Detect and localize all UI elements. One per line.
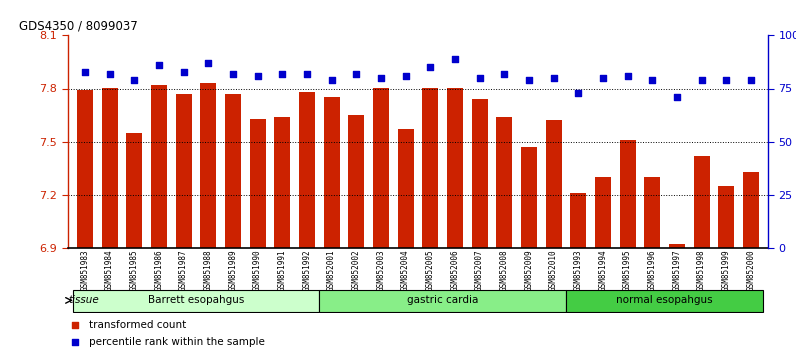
Point: [350, 71, 363, 76]
Point: [79, 69, 92, 74]
Bar: [102, 88, 118, 248]
Point: [572, 90, 584, 96]
Bar: [521, 147, 537, 248]
Bar: [298, 92, 315, 248]
Bar: [151, 85, 167, 248]
Text: normal esopahgus: normal esopahgus: [616, 295, 713, 306]
Bar: [72, 290, 319, 312]
Bar: [127, 133, 142, 248]
Point: [596, 75, 609, 81]
Point: [202, 60, 215, 66]
Point: [68, 339, 81, 344]
Bar: [693, 156, 709, 248]
Bar: [743, 172, 759, 248]
Point: [448, 56, 461, 62]
Bar: [176, 94, 192, 248]
Point: [68, 322, 81, 328]
Bar: [77, 90, 93, 248]
Bar: [323, 97, 340, 248]
Bar: [373, 88, 389, 248]
Bar: [619, 140, 635, 248]
Point: [621, 73, 634, 79]
Bar: [471, 99, 488, 248]
Point: [423, 64, 436, 70]
Text: Barrett esopahgus: Barrett esopahgus: [148, 295, 244, 306]
Bar: [225, 94, 241, 248]
Point: [227, 71, 240, 76]
Point: [103, 71, 116, 76]
Bar: [669, 244, 685, 248]
Bar: [348, 115, 365, 248]
Point: [128, 77, 141, 83]
Text: percentile rank within the sample: percentile rank within the sample: [88, 337, 264, 347]
Point: [153, 62, 166, 68]
Point: [473, 75, 486, 81]
Bar: [718, 186, 734, 248]
Point: [276, 71, 289, 76]
Bar: [644, 177, 660, 248]
Point: [252, 73, 264, 79]
Bar: [447, 88, 463, 248]
Point: [695, 77, 708, 83]
Bar: [422, 88, 439, 248]
Point: [670, 94, 683, 100]
Text: GDS4350 / 8099037: GDS4350 / 8099037: [18, 20, 138, 33]
Bar: [595, 177, 611, 248]
Point: [646, 77, 658, 83]
Point: [400, 73, 412, 79]
Text: transformed count: transformed count: [88, 320, 186, 330]
Point: [547, 75, 560, 81]
Bar: [275, 117, 291, 248]
Point: [744, 77, 757, 83]
Bar: [250, 119, 266, 248]
Point: [498, 71, 510, 76]
Point: [178, 69, 190, 74]
Point: [720, 77, 732, 83]
Text: tissue: tissue: [68, 295, 99, 306]
Point: [375, 75, 388, 81]
Bar: [566, 290, 763, 312]
Point: [301, 71, 314, 76]
Bar: [545, 120, 561, 248]
Point: [522, 77, 535, 83]
Bar: [397, 129, 414, 248]
Bar: [570, 193, 586, 248]
Bar: [496, 117, 513, 248]
Bar: [201, 83, 217, 248]
Point: [326, 77, 338, 83]
Bar: [319, 290, 566, 312]
Text: gastric cardia: gastric cardia: [407, 295, 478, 306]
